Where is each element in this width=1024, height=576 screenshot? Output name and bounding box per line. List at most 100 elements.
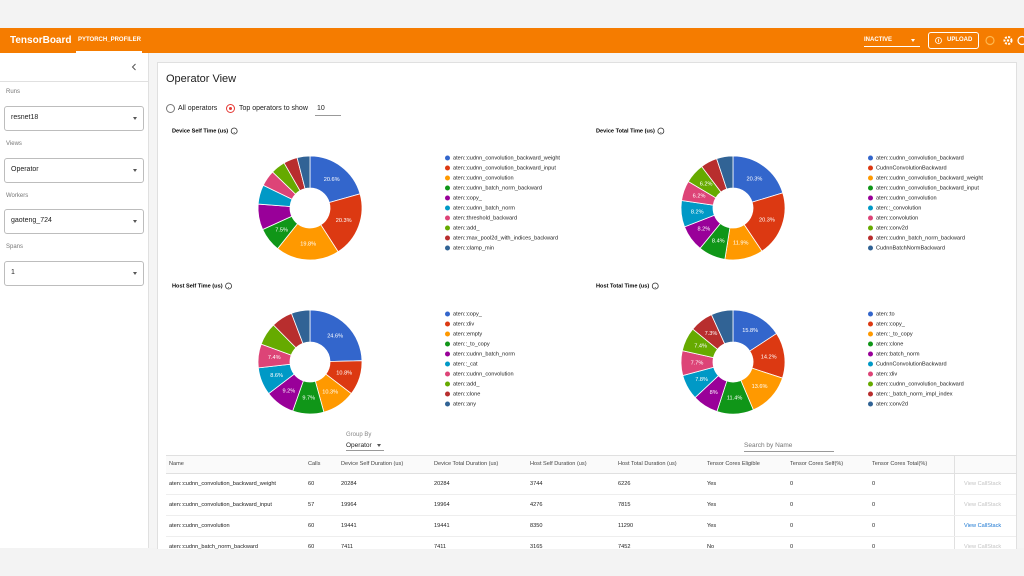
- table-cell: 0: [872, 544, 876, 549]
- slice-label: 20.6%: [324, 177, 340, 183]
- table-row: [166, 473, 1016, 495]
- legend-marker: [868, 185, 873, 191]
- table-cell: 7411: [434, 544, 447, 549]
- divider: [0, 81, 148, 82]
- help-icon: [230, 127, 238, 135]
- column-header[interactable]: Calls: [308, 461, 321, 467]
- status-dropdown[interactable]: INACTIVE: [864, 37, 893, 43]
- slice-label: 7.3%: [705, 331, 718, 337]
- radio-top[interactable]: [226, 104, 235, 113]
- callstack-link[interactable]: View CallStack: [964, 523, 1002, 529]
- legend-label: aten::conv2d: [876, 401, 908, 407]
- workers-select[interactable]: gaoteng_724: [4, 209, 144, 234]
- help-icon: [651, 282, 659, 290]
- legend-marker: [868, 195, 873, 201]
- legend-label: aten::cudnn_convolution: [453, 175, 514, 181]
- help-icon: [225, 282, 232, 290]
- table-cell: 0: [872, 481, 876, 487]
- legend-label: aten::cudnn_convolution: [876, 195, 937, 201]
- legend-marker: [445, 155, 450, 161]
- radio-all[interactable]: [166, 104, 175, 113]
- runs-label: Runs: [6, 89, 21, 95]
- table-cell: 0: [872, 523, 876, 529]
- table-cell: 7452: [618, 544, 631, 549]
- upload-button[interactable]: UPLOAD: [928, 32, 979, 49]
- slice-label: 10.3%: [322, 389, 338, 395]
- group-by-label: Group By: [346, 432, 372, 438]
- column-header[interactable]: Tensor Cores Eligible: [707, 461, 760, 467]
- legend-label: aten::clamp_min: [453, 245, 494, 251]
- caret: [377, 444, 381, 447]
- legend-marker: [868, 391, 873, 397]
- views-select[interactable]: Operator: [4, 158, 144, 183]
- table-cell: 19441: [434, 523, 450, 529]
- column-header[interactable]: Host Total Duration (us): [618, 461, 677, 467]
- column-header[interactable]: Name: [169, 461, 184, 467]
- table-cell: 4276: [530, 502, 543, 508]
- legend-label: aten::copy_: [453, 195, 483, 201]
- plugin-tab[interactable]: PYTORCH_PROFILER: [78, 37, 141, 43]
- table-cell: 19964: [341, 502, 357, 508]
- legend-label: aten::cudnn_convolution_backward_weight: [876, 175, 983, 181]
- column-divider: [954, 455, 955, 549]
- search-input[interactable]: Search by Name: [744, 442, 793, 449]
- pie-slice: [732, 155, 784, 203]
- table-cell: 0: [790, 523, 794, 529]
- table-cell: 20284: [434, 481, 450, 487]
- table-header-row: [166, 455, 1016, 474]
- table-row: [166, 515, 1016, 537]
- slice-label: 6.2%: [700, 182, 713, 188]
- legend-label: aten::cudnn_batch_norm_backward: [876, 235, 965, 241]
- top-count-input[interactable]: 10: [317, 105, 325, 112]
- legend-marker: [445, 341, 450, 347]
- legend-marker: [445, 195, 450, 201]
- chart-title: Device Self Time (us): [172, 128, 228, 134]
- table-cell: 57: [308, 502, 315, 508]
- column-header[interactable]: Device Self Duration (us): [341, 461, 404, 467]
- pie-slice: [716, 155, 734, 190]
- legend-label: aten::copy_: [453, 311, 483, 317]
- legend-marker: [868, 341, 873, 347]
- legend-marker: [868, 235, 873, 241]
- legend-marker: [868, 215, 873, 221]
- legend-marker: [868, 165, 873, 171]
- chart-title: Host Self Time (us): [172, 283, 223, 289]
- toolbar-icons[interactable]: [984, 34, 1024, 47]
- select-underline: [346, 450, 384, 451]
- view-title: Operator View: [166, 73, 237, 85]
- spans-select[interactable]: 1: [4, 261, 144, 286]
- legend-label: aten::clone: [876, 341, 903, 347]
- legend-marker: [445, 361, 450, 367]
- slice-label: 6.2%: [693, 194, 706, 200]
- collapse-button[interactable]: [130, 63, 138, 71]
- legend-marker: [445, 175, 450, 181]
- legend-marker: [445, 391, 450, 397]
- column-header[interactable]: Device Total Duration (us): [434, 461, 499, 467]
- legend-label: aten::_to_copy: [876, 331, 913, 337]
- column-header[interactable]: Tensor Cores Self(%): [790, 461, 844, 467]
- column-header[interactable]: Tensor Cores Total(%): [872, 461, 928, 467]
- callstack-link: View CallStack: [964, 502, 1002, 508]
- pie-slice: [320, 193, 363, 253]
- slice-label: 8.2%: [698, 227, 711, 233]
- legend-label: aten::convolution: [876, 215, 918, 221]
- legend-label: aten::add_: [453, 381, 480, 387]
- legend-label: aten::batch_norm: [876, 351, 920, 357]
- table-cell: 19964: [434, 502, 450, 508]
- legend-label: aten::cudnn_convolution_backward: [876, 381, 964, 387]
- column-header[interactable]: Host Self Duration (us): [530, 461, 587, 467]
- slice-label: 20.3%: [759, 218, 775, 224]
- runs-select[interactable]: resnet18: [4, 106, 144, 131]
- legend-marker: [868, 175, 873, 181]
- radio-top-label: Top operators to show: [239, 105, 308, 112]
- legend-label: aten::cudnn_batch_norm_backward: [453, 185, 542, 191]
- group-by-select[interactable]: Operator: [346, 442, 372, 449]
- legend-label: aten::cudnn_convolution_backward_input: [453, 165, 556, 171]
- legend-label: aten::copy_: [876, 321, 906, 327]
- legend-label: aten::any: [453, 401, 476, 407]
- help-icon-dot: [228, 287, 230, 288]
- table-cell: No: [707, 544, 715, 549]
- legend-label: aten::max_pool2d_with_indices_backward: [453, 235, 558, 241]
- legend-label: aten::conv2d: [876, 225, 908, 231]
- upload-label: UPLOAD: [947, 37, 973, 43]
